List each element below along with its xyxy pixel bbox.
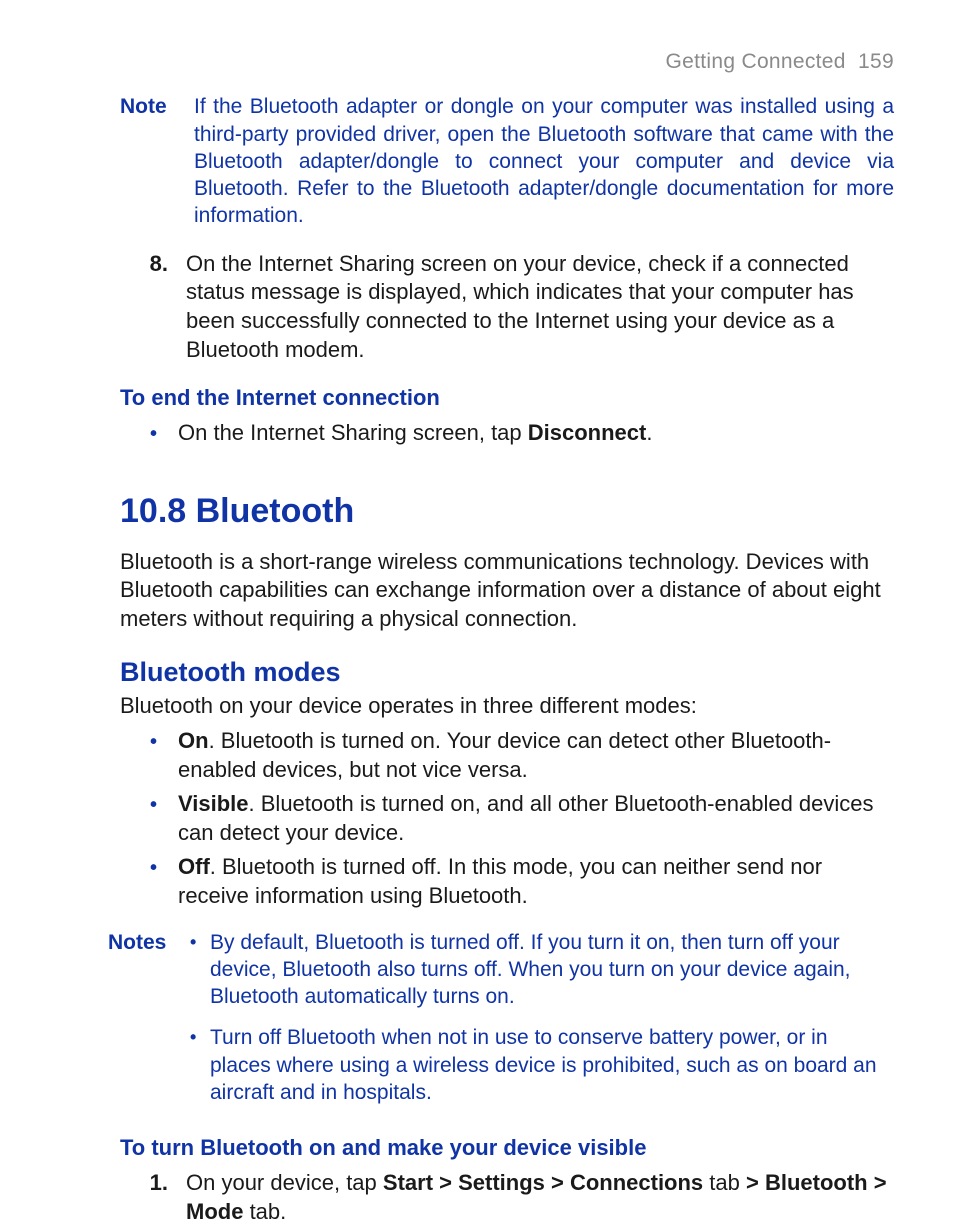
step-body: On your device, tap Start > Settings > C…	[186, 1169, 894, 1226]
bullet-icon: •	[190, 931, 196, 1011]
mode-item-off: • Off. Bluetooth is turned off. In this …	[150, 853, 894, 910]
top-note: Note If the Bluetooth adapter or dongle …	[120, 93, 894, 229]
modes-lead: Bluetooth on your device operates in thr…	[120, 692, 894, 721]
note-body: If the Bluetooth adapter or dongle on yo…	[194, 93, 894, 229]
notes-body: • By default, Bluetooth is turned off. I…	[190, 929, 894, 1121]
page: Getting Connected 159 Note If the Blueto…	[0, 0, 954, 1173]
step-post: tab.	[243, 1199, 286, 1224]
bullet-icon: •	[190, 1026, 196, 1106]
step-mid: tab	[703, 1170, 746, 1195]
step-number: 1.	[140, 1169, 168, 1226]
mode-bold: Visible	[178, 791, 249, 816]
step-8: 8. On the Internet Sharing screen on you…	[140, 250, 894, 364]
section-title: 10.8 Bluetooth	[120, 489, 894, 533]
mode-rest: . Bluetooth is turned off. In this mode,…	[178, 854, 822, 908]
bullet-icon: •	[150, 729, 158, 784]
mode-item-visible: • Visible. Bluetooth is turned on, and a…	[150, 790, 894, 847]
bullet-icon: •	[150, 792, 158, 847]
chapter-title: Getting Connected	[666, 50, 846, 73]
nav-path: Start > Settings > Connections	[383, 1170, 703, 1195]
notes-item: • By default, Bluetooth is turned off. I…	[190, 929, 894, 1011]
notes-block: Notes • By default, Bluetooth is turned …	[108, 929, 894, 1121]
mode-rest: . Bluetooth is turned on. Your device ca…	[178, 728, 831, 782]
bullet-icon: •	[150, 855, 158, 910]
subheading-end-connection: To end the Internet connection	[120, 384, 894, 413]
notes-item: • Turn off Bluetooth when not in use to …	[190, 1024, 894, 1106]
step-pre: On your device, tap	[186, 1170, 383, 1195]
bullet-text-post: .	[646, 420, 652, 445]
mode-bold: On	[178, 728, 209, 753]
mode-body: Visible. Bluetooth is turned on, and all…	[178, 790, 894, 847]
mode-bold: Off	[178, 854, 210, 879]
mode-rest: . Bluetooth is turned on, and all other …	[178, 791, 874, 845]
notes-label: Notes	[108, 929, 174, 1121]
running-head: Getting Connected 159	[60, 48, 894, 75]
modes-heading: Bluetooth modes	[120, 655, 894, 690]
page-number: 159	[858, 50, 894, 73]
bullet-body: On the Internet Sharing screen, tap Disc…	[178, 419, 894, 448]
notes-text: Turn off Bluetooth when not in use to co…	[210, 1024, 894, 1106]
step-body: On the Internet Sharing screen on your d…	[186, 250, 894, 364]
section-intro: Bluetooth is a short-range wireless comm…	[120, 548, 894, 634]
step-1: 1. On your device, tap Start > Settings …	[140, 1169, 894, 1226]
note-label: Note	[120, 93, 176, 229]
end-connection-bullet: • On the Internet Sharing screen, tap Di…	[150, 419, 894, 448]
bullet-icon: •	[150, 421, 158, 448]
mode-body: On. Bluetooth is turned on. Your device …	[178, 727, 894, 784]
mode-body: Off. Bluetooth is turned off. In this mo…	[178, 853, 894, 910]
bullet-text-bold: Disconnect	[528, 420, 647, 445]
mode-item-on: • On. Bluetooth is turned on. Your devic…	[150, 727, 894, 784]
step-number: 8.	[140, 250, 168, 364]
subheading-turn-on: To turn Bluetooth on and make your devic…	[120, 1134, 894, 1163]
nav-arrow: >	[746, 1170, 759, 1195]
notes-text: By default, Bluetooth is turned off. If …	[210, 929, 894, 1011]
bullet-text-pre: On the Internet Sharing screen, tap	[178, 420, 528, 445]
